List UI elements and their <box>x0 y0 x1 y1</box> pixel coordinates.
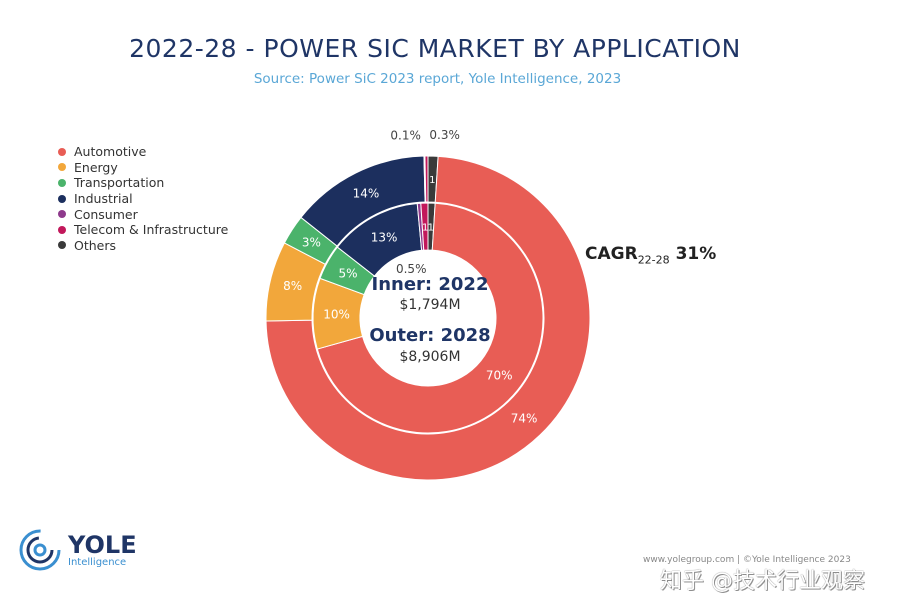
center-series-name: Inner: 2022 <box>372 274 489 295</box>
data-label: 0.1% <box>390 128 421 142</box>
legend-label: Industrial <box>74 191 133 207</box>
footer-copyright: www.yolegroup.com | ©Yole Intelligence 2… <box>643 555 851 565</box>
data-label: 0.5% <box>396 262 427 276</box>
yole-logo-icon <box>19 529 61 571</box>
data-label: 70% <box>486 369 513 383</box>
legend-item: Consumer <box>58 206 228 222</box>
legend-item: Energy <box>58 160 228 176</box>
data-label: 74% <box>511 411 538 425</box>
center-series-total: $8,906M <box>399 349 460 365</box>
legend-label: Energy <box>74 159 118 175</box>
donut-segment-telecom-infrastructure <box>420 202 429 251</box>
yole-logo: YOLE Intelligence <box>18 528 137 572</box>
legend-label: Consumer <box>74 206 138 222</box>
legend-swatch <box>58 194 66 203</box>
legend-label: Others <box>74 237 117 253</box>
watermark: 知乎 @技术行业观察 <box>660 569 865 594</box>
legend-swatch <box>58 163 66 172</box>
legend-swatch <box>58 210 66 219</box>
data-label: 5% <box>339 266 358 280</box>
data-label: 1 <box>428 223 434 234</box>
donut-segment-automotive <box>265 155 591 481</box>
legend-item: Transportation <box>58 175 228 191</box>
data-label: 13% <box>371 231 398 245</box>
data-label: 0.3% <box>429 128 460 142</box>
legend-swatch <box>58 178 66 187</box>
legend-item: Telecom & Infrastructure <box>58 222 228 238</box>
legend: Automotive Energy Transportation Industrial… <box>58 144 228 253</box>
donut-segment-telecom-infrastructure <box>424 155 429 203</box>
legend-item: Industrial <box>58 191 228 207</box>
legend-item: Others <box>58 238 228 254</box>
donut-segment-automotive <box>316 202 544 434</box>
chart-subtitle: Source: Power SiC 2023 report, Yole Inte… <box>253 71 622 87</box>
legend-label: Transportation <box>74 175 165 191</box>
data-label: 8% <box>283 279 302 293</box>
data-label: 3% <box>302 235 321 249</box>
data-label: 10% <box>323 307 350 321</box>
chart-title: 2022-28 - POWER SIC MARKET BY APPLICATIO… <box>129 34 741 63</box>
data-label: 14% <box>353 187 380 201</box>
logo-sub: Intelligence <box>68 556 127 568</box>
center-series-total: $1,794M <box>399 297 460 313</box>
data-label: 1 <box>429 175 435 186</box>
legend-item: Automotive <box>58 144 228 160</box>
data-label: 1 <box>422 223 428 234</box>
legend-label: Telecom & Infrastructure <box>74 222 229 238</box>
legend-swatch <box>58 147 66 156</box>
center-series-name: Outer: 2028 <box>369 325 490 346</box>
cagr-annotation: CAGR22-28 31% <box>585 244 717 267</box>
logo-name: YOLE <box>68 530 137 559</box>
legend-swatch <box>58 241 66 250</box>
legend-swatch <box>58 225 66 234</box>
legend-label: Automotive <box>74 144 147 160</box>
